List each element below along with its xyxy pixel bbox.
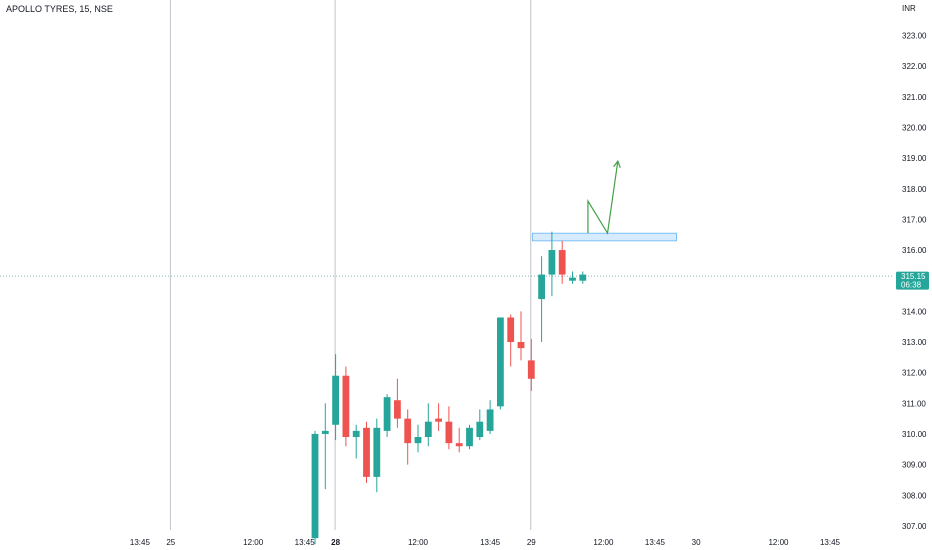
y-tick-label: 312.00 (902, 369, 927, 378)
resistance-rectangle[interactable] (531, 232, 677, 242)
candle-body[interactable] (383, 397, 391, 431)
candle-body[interactable] (455, 443, 463, 447)
x-tick-label: 12:00 (408, 538, 429, 547)
candle-body[interactable] (569, 277, 576, 281)
y-tick-label: 311.00 (902, 399, 926, 408)
candle-body[interactable] (435, 418, 442, 422)
candle-body[interactable] (558, 250, 566, 275)
y-tick-label: 310.00 (902, 430, 927, 439)
candle-body[interactable] (486, 409, 494, 431)
candle-body[interactable] (311, 433, 319, 539)
candle-body[interactable] (342, 375, 350, 438)
candle-countdown: 06:38 (901, 281, 922, 290)
y-tick-label: 316.00 (902, 246, 927, 255)
x-tick-label: 12:00 (768, 538, 789, 547)
x-tick-label: 13:45 (295, 538, 316, 547)
x-tick-label: 13:45 (130, 538, 151, 547)
x-tick-label: 25 (166, 538, 175, 547)
candle-body[interactable] (548, 250, 556, 275)
y-tick-label: 319.00 (902, 154, 927, 163)
candle-body[interactable] (538, 274, 545, 300)
candle-body[interactable] (363, 427, 370, 477)
candle-body[interactable] (507, 317, 515, 342)
y-tick-label: 313.00 (902, 338, 927, 347)
candle-body[interactable] (466, 427, 473, 447)
arrow-head-icon (613, 159, 621, 168)
y-tick-label: 322.00 (902, 62, 927, 71)
candle-body[interactable] (332, 375, 339, 425)
x-tick-label: 13:45 (645, 538, 666, 547)
x-tick-label: 30 (692, 538, 701, 547)
candle-body[interactable] (414, 437, 422, 444)
y-tick-label: 308.00 (902, 491, 927, 500)
y-tick-label: 309.00 (902, 461, 927, 470)
projection-arrow-path[interactable] (587, 161, 619, 235)
last-price-value: 315.15 (901, 272, 926, 281)
y-tick-label: 314.00 (902, 307, 927, 316)
candle-body[interactable] (527, 360, 535, 379)
y-tick-label: 321.00 (902, 93, 927, 102)
y-tick-label: 320.00 (902, 123, 927, 132)
last-price-tag (896, 271, 929, 290)
x-tick-label: 12:00 (243, 538, 264, 547)
candle-body[interactable] (445, 421, 453, 444)
y-tick-label: 318.00 (902, 185, 927, 194)
candle-body[interactable] (476, 421, 484, 438)
y-tick-label: 317.00 (902, 215, 927, 224)
candle-body[interactable] (373, 427, 381, 477)
x-tick-label: 28 (331, 538, 340, 547)
candle-body[interactable] (404, 418, 412, 444)
y-tick-label: 307.00 (902, 522, 927, 531)
candle-body[interactable] (579, 274, 587, 281)
y-tick-label: 323.00 (902, 32, 927, 41)
candle-body[interactable] (497, 317, 504, 407)
currency-label: INR (902, 4, 916, 13)
candle-body[interactable] (517, 342, 525, 349)
candle-body[interactable] (321, 430, 329, 434)
x-tick-label: 12:00 (593, 538, 614, 547)
candle-body[interactable] (394, 400, 401, 419)
chart-title: APOLLO TYRES, 15, NSE (6, 4, 113, 14)
x-tick-label: 29 (527, 538, 536, 547)
x-tick-label: 13:45 (480, 538, 501, 547)
candle-body[interactable] (424, 421, 432, 438)
x-tick-label: 13:45 (820, 538, 841, 547)
candle-body[interactable] (352, 430, 360, 438)
